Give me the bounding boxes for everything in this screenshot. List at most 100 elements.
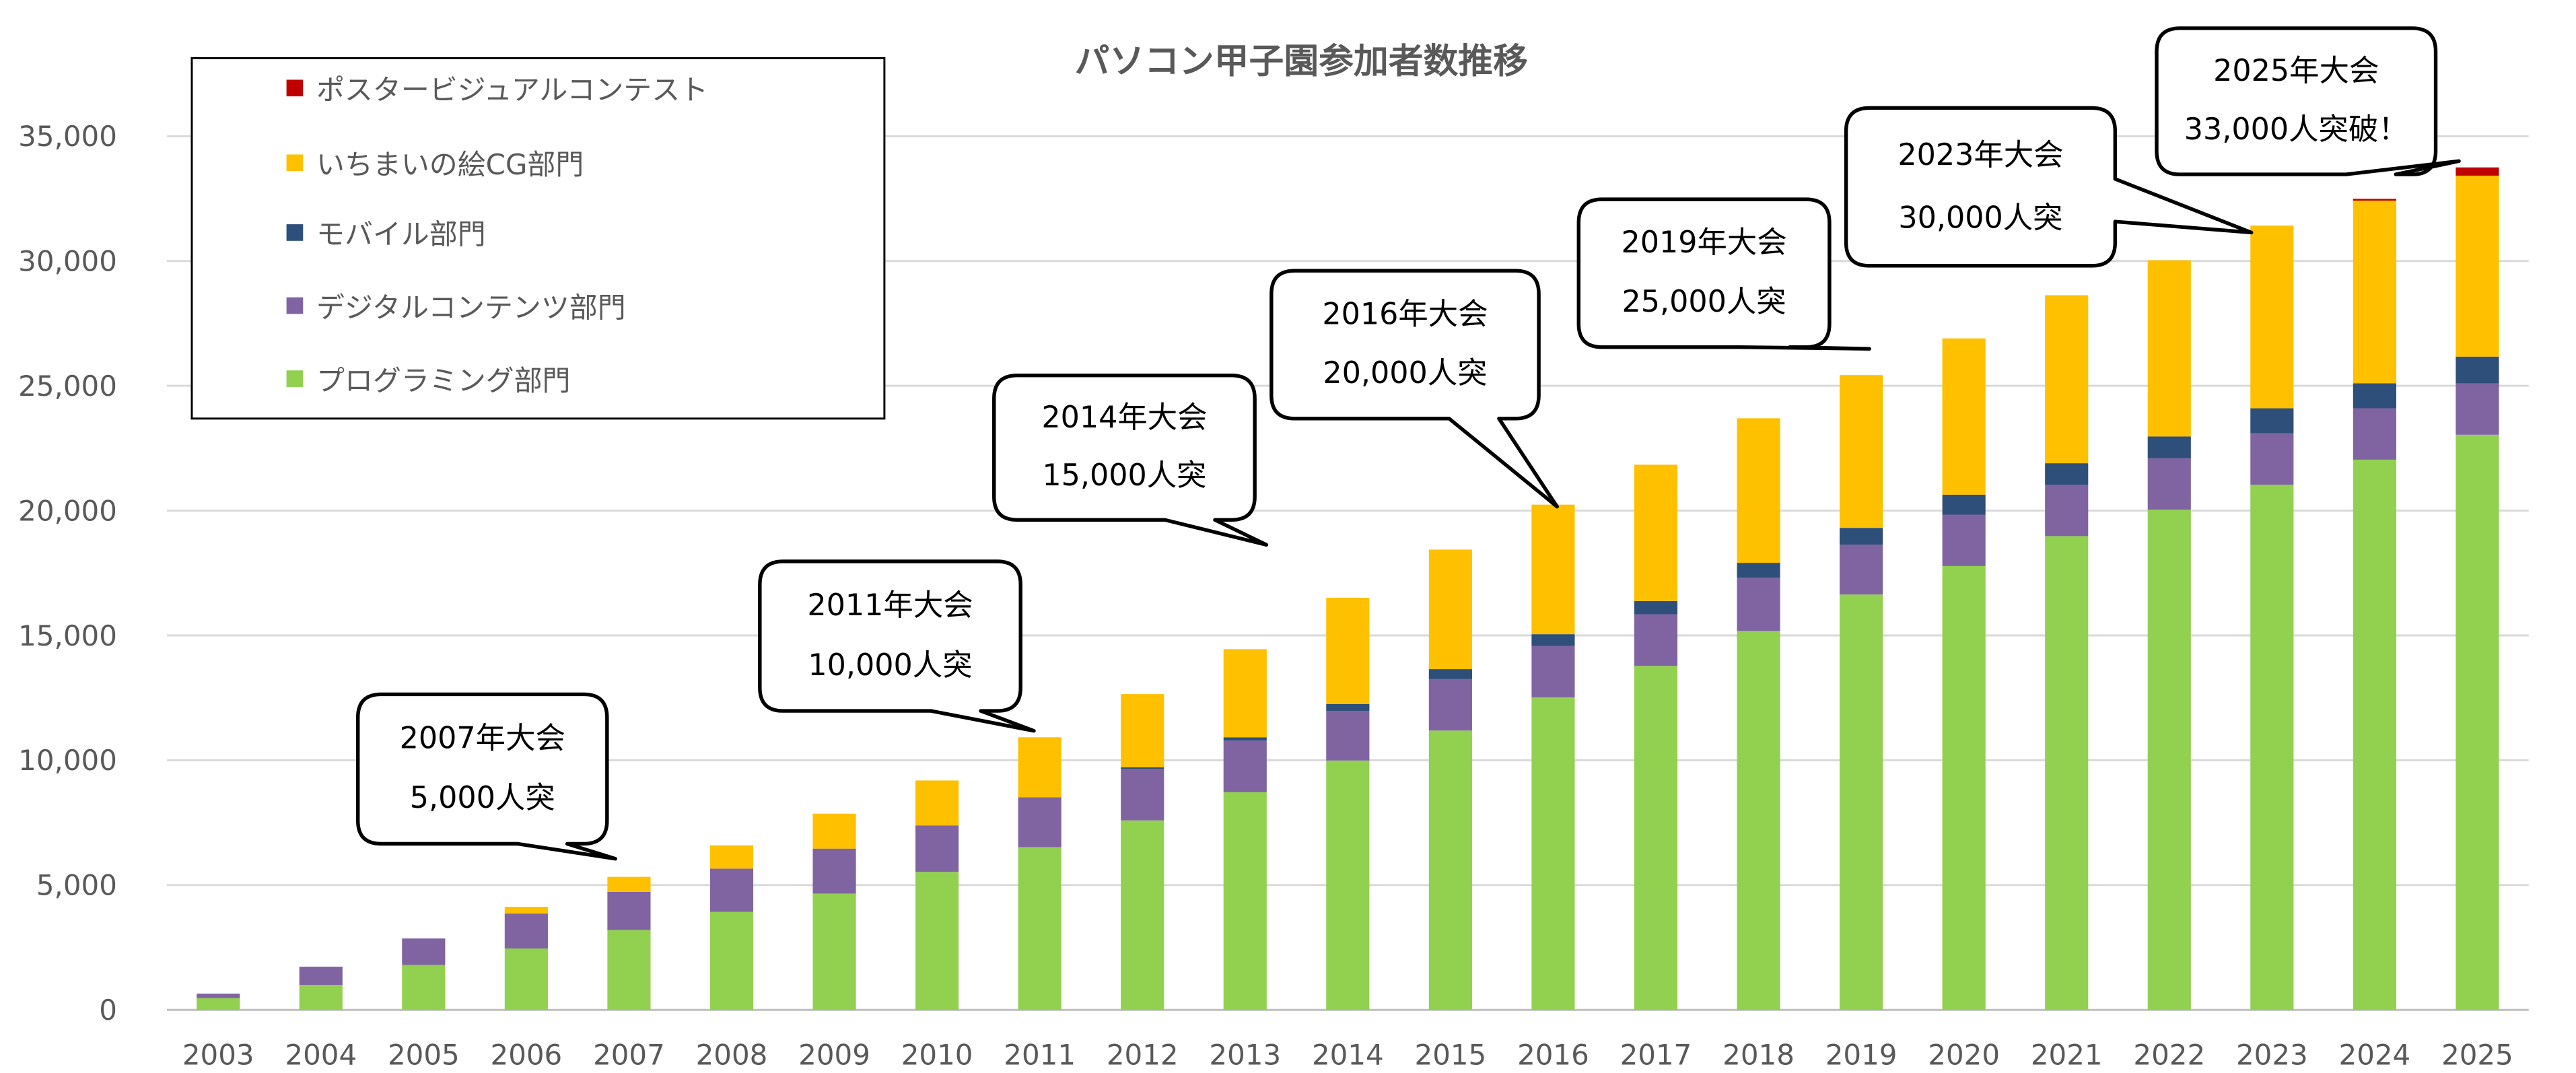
bar-segment: [2147, 260, 2191, 437]
bar-segment: [2045, 536, 2089, 1010]
bar-segment: [1840, 594, 1883, 1010]
callout-text: 5,000人突: [410, 781, 555, 815]
x-tick-label: 2013: [1209, 1039, 1281, 1072]
y-tick-label: 5,000: [36, 869, 117, 902]
legend-swatch: [286, 297, 304, 314]
callout-bubble: [2155, 26, 2461, 176]
y-tick-label: 10,000: [18, 744, 117, 777]
x-tick-label: 2007: [593, 1039, 665, 1072]
callout-text: 2025年大会: [2213, 54, 2379, 88]
bar-segment: [1223, 737, 1267, 741]
bar-segment: [1223, 649, 1267, 738]
legend-swatch: [286, 370, 304, 387]
bar-segment: [1634, 464, 1678, 601]
bar-segment: [607, 891, 651, 930]
x-tick-label: 2014: [1312, 1039, 1384, 1072]
bar-segment: [1634, 614, 1678, 666]
callout-2019: 2019年大会 25,000人突: [1576, 197, 1871, 351]
bar-segment: [1018, 847, 1061, 1010]
bar-segment: [709, 845, 754, 869]
bar-segment: [709, 868, 754, 912]
bar-segment: [402, 965, 446, 1010]
bar-segment: [504, 948, 548, 1010]
bar-segment: [2045, 485, 2089, 536]
bar-segment: [2250, 485, 2294, 1010]
bar-segment: [197, 994, 240, 998]
bar-segment: [299, 967, 343, 985]
y-axis-ticks: 0 5,000 10,000 15,000 20,000 25,000 30,000 35,0…: [18, 120, 117, 1027]
x-tick-label: 2022: [2133, 1039, 2205, 1072]
callout-2016: 2016年大会 20,000人突: [1269, 269, 1559, 509]
legend-label: プログラミング部門: [316, 364, 570, 397]
x-tick-label: 2008: [696, 1039, 768, 1072]
legend-swatch: [286, 224, 304, 241]
bar-segment: [2147, 458, 2191, 510]
bar-segment: [1840, 545, 1883, 595]
legend-label: デジタルコンテンツ部門: [316, 291, 626, 324]
x-tick-label: 2019: [1825, 1039, 1898, 1072]
bar-segment: [1326, 710, 1370, 761]
x-tick-label: 2010: [901, 1039, 973, 1072]
callouts: 2007年大会 5,000人突 2011年大会 10,000人突 2014年大会 15,0…: [355, 26, 2461, 861]
legend-swatch: [286, 154, 304, 172]
x-tick-label: 2018: [1722, 1039, 1795, 1072]
bar-segment: [607, 876, 651, 892]
callout-text: 2011年大会: [807, 588, 973, 623]
bar-segment: [1840, 528, 1883, 545]
bar-segment: [2147, 510, 2191, 1010]
y-tick-label: 30,000: [18, 245, 117, 278]
bar-segment: [1634, 600, 1678, 615]
bar-segment: [2456, 434, 2499, 1010]
bar-segment: [1531, 634, 1575, 646]
bar-segment: [1223, 740, 1267, 792]
legend-label: ポスタービジュアルコンテスト: [316, 73, 708, 106]
callout-2014: 2014年大会 15,000人突: [992, 373, 1269, 547]
callout-2025: 2025年大会 33,000人突破！: [2155, 26, 2461, 176]
y-tick-label: 35,000: [18, 120, 117, 153]
callout-text: 15,000人突: [1042, 458, 1206, 493]
bar-segment: [1428, 679, 1472, 731]
legend-label: モバイル部門: [316, 218, 486, 251]
bar-segment: [197, 998, 240, 1010]
bar-segment: [812, 813, 856, 849]
bar-segment: [1737, 631, 1780, 1010]
x-tick-label: 2015: [1415, 1039, 1487, 1072]
bar-segment: [2045, 295, 2089, 464]
y-tick-label: 20,000: [18, 494, 117, 527]
callout-bubble: [758, 559, 1036, 733]
bar-segment: [504, 907, 548, 914]
legend-label: いちまいの絵CG部門: [316, 148, 584, 181]
x-tick-label: 2020: [1928, 1039, 2000, 1072]
callout-2007: 2007年大会 5,000人突: [355, 692, 617, 861]
bar-segment: [1428, 669, 1472, 679]
x-tick-label: 2025: [2441, 1039, 2513, 1072]
bar-segment: [1737, 563, 1780, 578]
callout-bubble: [992, 373, 1269, 547]
bar-segment: [1737, 578, 1780, 631]
callout-text: 2023年大会: [1898, 138, 2063, 172]
bar-segment: [915, 872, 959, 1010]
x-tick-label: 2003: [182, 1039, 254, 1072]
bar-segment: [2250, 226, 2294, 409]
y-tick-label: 15,000: [18, 619, 117, 652]
bar-segment: [2353, 201, 2396, 384]
bar-segment: [812, 893, 856, 1010]
bar-segment: [1018, 737, 1061, 798]
bar-segment: [915, 780, 959, 826]
y-tick-label: 25,000: [18, 370, 117, 403]
bar-segment: [2250, 433, 2294, 485]
bar-segment: [1942, 494, 1986, 515]
x-tick-label: 2004: [285, 1039, 357, 1072]
callout-bubble: [1576, 197, 1871, 351]
x-tick-label: 2017: [1620, 1039, 1692, 1072]
bar-segment: [1121, 767, 1164, 769]
chart-title: パソコン甲子園参加者数推移: [1075, 42, 1528, 82]
callout-text: 30,000人突: [1898, 201, 2062, 236]
bar-segment: [915, 825, 959, 872]
bar-segment: [1942, 565, 1986, 1010]
bar-segment: [2456, 356, 2499, 384]
callout-text: 2016年大会: [1322, 297, 1488, 331]
callout-bubble: [355, 692, 617, 861]
callout-text: 10,000人突: [808, 648, 972, 683]
